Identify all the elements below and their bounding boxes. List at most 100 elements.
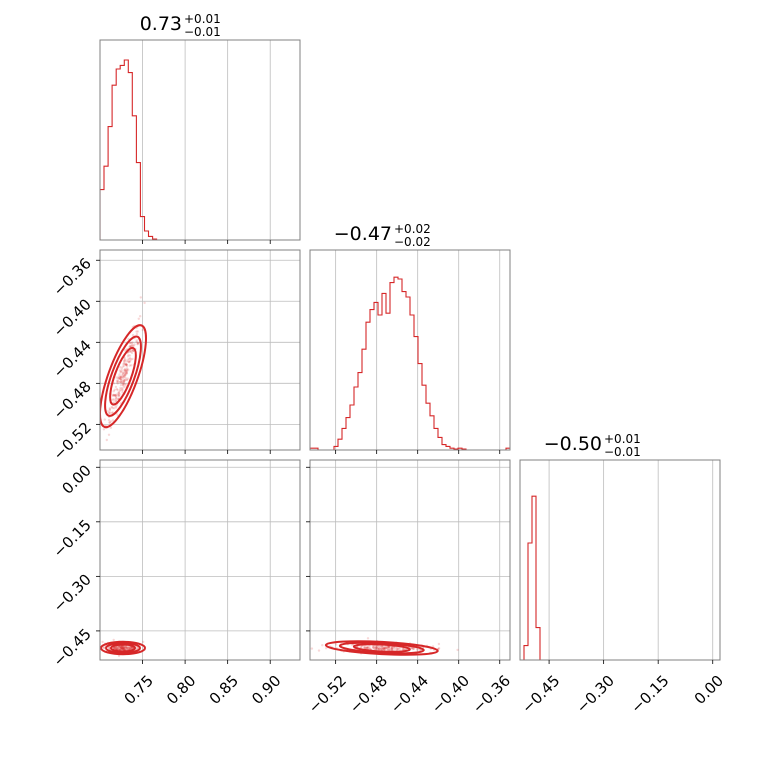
- sample-point: [381, 647, 385, 651]
- sample-point: [125, 647, 129, 651]
- sample-point: [376, 647, 380, 650]
- sample-point: [135, 340, 138, 344]
- sample-point: [386, 648, 389, 651]
- sample-point: [122, 371, 125, 374]
- sample-point: [115, 646, 118, 649]
- sample-point: [126, 358, 130, 361]
- sample-point: [120, 648, 124, 651]
- sample-point: [121, 375, 125, 378]
- sample-point: [372, 646, 375, 649]
- sample-point: [118, 645, 121, 648]
- sample-point: [117, 645, 120, 649]
- sample-point: [115, 404, 118, 407]
- param-title-1: −0.47: [334, 223, 392, 245]
- sample-point: [115, 387, 119, 391]
- sample-point: [107, 418, 111, 422]
- panel-content: [100, 296, 148, 442]
- sample-point: [402, 648, 405, 651]
- sample-point: [117, 394, 121, 397]
- sample-point: [113, 388, 116, 391]
- sample-point: [122, 362, 126, 365]
- sample-point: [123, 646, 126, 649]
- sample-point: [123, 385, 126, 389]
- sample-point: [125, 646, 129, 650]
- sample-point: [124, 645, 128, 648]
- sample-point: [124, 363, 128, 366]
- contour-level-3: [324, 640, 439, 656]
- x-tick-label: −0.40: [428, 672, 473, 717]
- panel-content: [100, 59, 300, 240]
- sample-point: [363, 645, 366, 649]
- sample-point: [396, 647, 400, 650]
- sample-point: [119, 388, 122, 391]
- y-tick-label: −0.36: [50, 254, 95, 299]
- sample-point: [107, 433, 111, 436]
- sample-point: [114, 406, 118, 409]
- sample-point: [125, 363, 128, 367]
- sample-point: [120, 645, 123, 649]
- sample-point: [122, 648, 125, 651]
- sample-point: [119, 377, 122, 381]
- sample-point: [119, 371, 122, 374]
- sample-point: [124, 647, 128, 650]
- sample-point: [123, 370, 127, 373]
- sample-point: [122, 382, 125, 386]
- sample-point: [115, 379, 119, 382]
- sample-point: [126, 646, 129, 649]
- sample-point: [384, 645, 387, 648]
- sample-point: [119, 383, 123, 387]
- sample-point: [120, 647, 123, 650]
- sample-point: [136, 343, 139, 346]
- sample-point: [129, 344, 132, 348]
- sample-point: [108, 408, 112, 411]
- sample-point: [114, 399, 118, 403]
- sample-point: [123, 375, 126, 378]
- sample-point: [112, 394, 116, 397]
- sample-point: [108, 409, 112, 412]
- sample-point: [123, 367, 127, 370]
- sample-point: [121, 389, 124, 392]
- sample-point: [142, 640, 145, 644]
- sample-point: [123, 648, 127, 651]
- sample-point: [124, 371, 127, 375]
- sample-point: [114, 394, 118, 397]
- sample-point: [126, 646, 129, 650]
- sample-point: [365, 646, 368, 649]
- contour-level-2: [104, 335, 142, 417]
- x-tick-label: −0.52: [305, 672, 350, 717]
- sample-point: [124, 369, 127, 372]
- x-tick-label: −0.36: [469, 672, 514, 717]
- sample-point: [412, 647, 415, 650]
- sample-point: [405, 648, 408, 651]
- sample-point: [114, 394, 117, 397]
- sample-point: [139, 296, 142, 299]
- sample-point: [124, 370, 127, 373]
- sample-point: [377, 647, 381, 650]
- sample-point: [390, 647, 394, 650]
- sample-point: [122, 647, 126, 650]
- sample-point: [118, 645, 121, 649]
- param-title-plus-0: +0.01: [184, 12, 221, 26]
- sample-point: [122, 645, 125, 649]
- sample-point: [108, 407, 112, 410]
- sample-point: [127, 645, 131, 649]
- sample-point: [124, 363, 127, 366]
- sample-point: [368, 644, 371, 648]
- sample-point: [379, 645, 382, 649]
- sample-point: [130, 349, 133, 352]
- sample-point: [111, 398, 115, 401]
- sample-point: [115, 395, 118, 398]
- sample-point: [374, 648, 377, 651]
- sample-point: [117, 648, 121, 651]
- sample-point: [124, 373, 127, 376]
- sample-point: [116, 647, 120, 650]
- sample-point: [383, 648, 386, 651]
- sample-point: [122, 648, 125, 651]
- sample-point: [128, 360, 132, 363]
- sample-point: [392, 646, 395, 650]
- contour-level-1: [352, 643, 411, 653]
- sample-point: [123, 372, 127, 376]
- sample-point: [128, 361, 131, 364]
- sample-point: [117, 375, 120, 378]
- sample-point: [136, 646, 139, 650]
